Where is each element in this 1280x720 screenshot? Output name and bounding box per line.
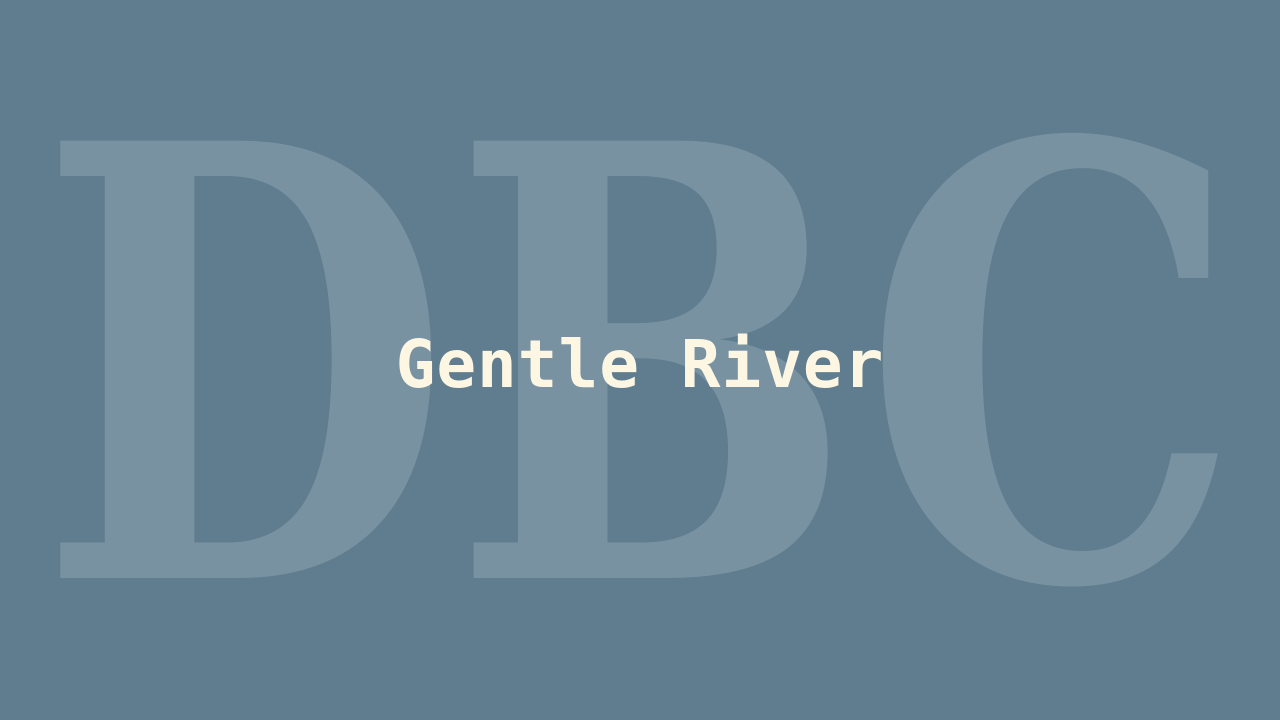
watermark-text: DBC bbox=[38, 15, 1242, 720]
page-title: Gentle River bbox=[395, 326, 885, 403]
